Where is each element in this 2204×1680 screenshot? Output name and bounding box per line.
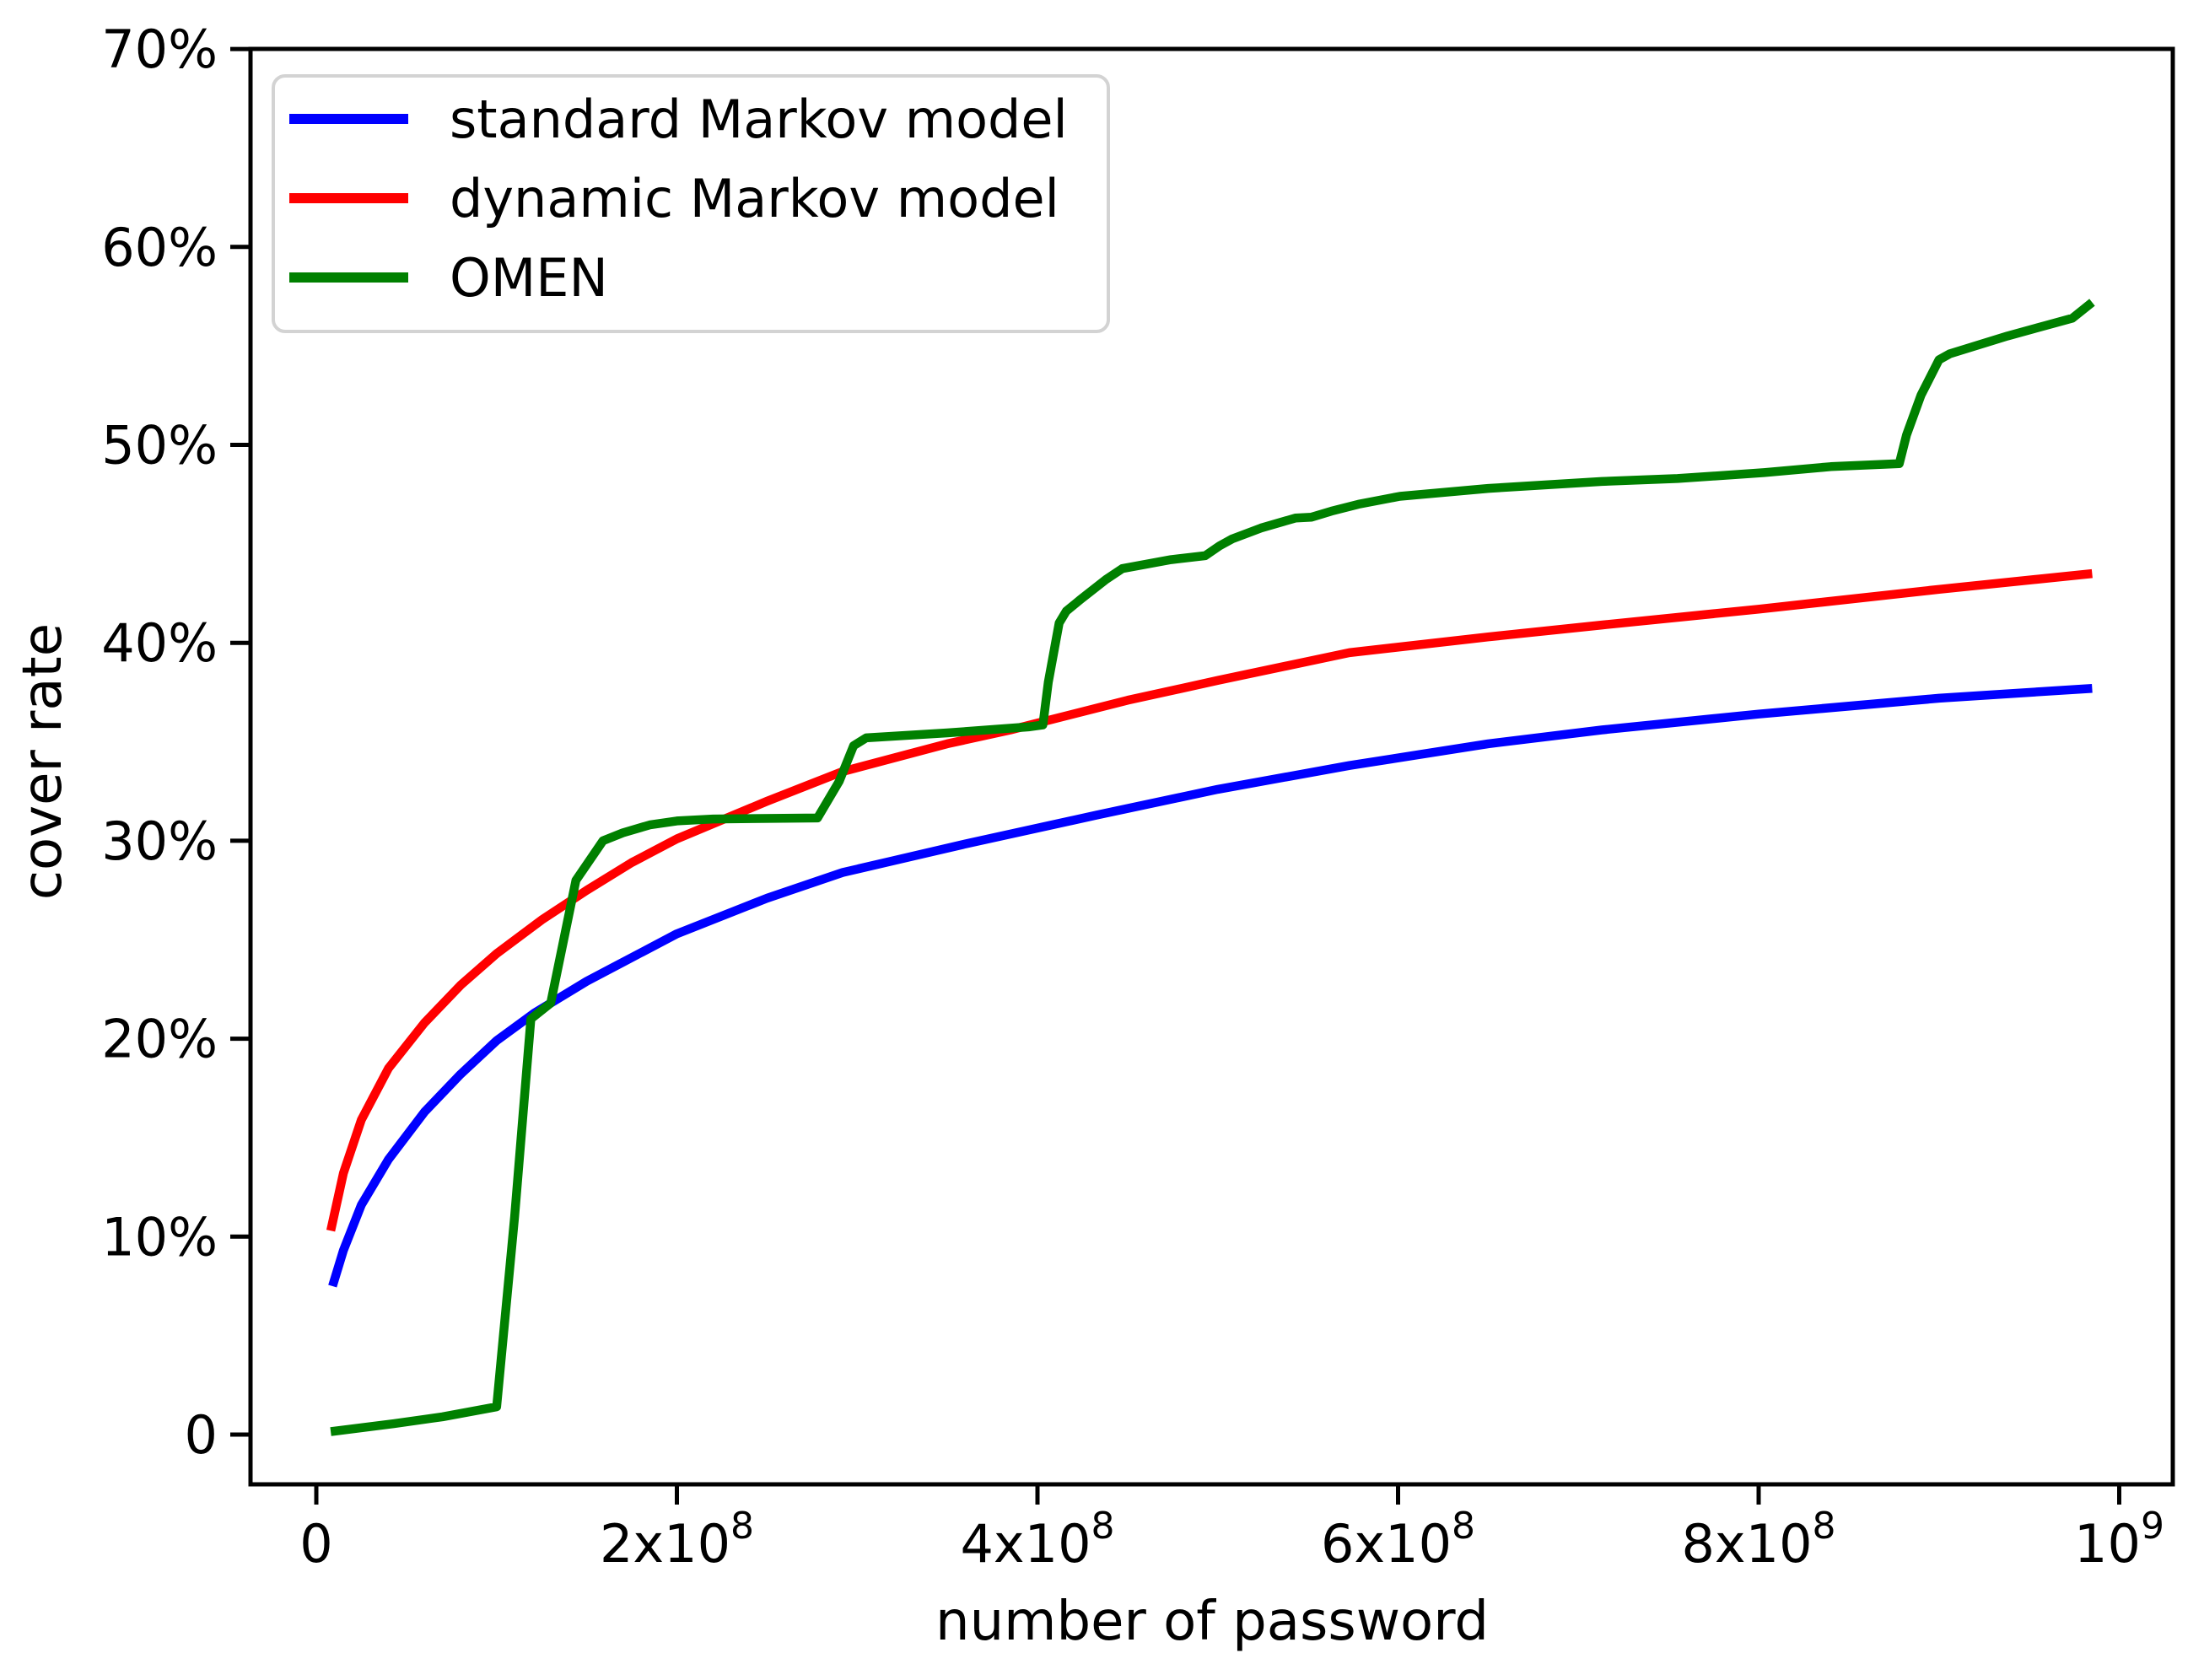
legend-label-omen: OMEN: [450, 247, 608, 309]
y-tick-label: 50%: [101, 415, 218, 477]
legend-label-dynamic-markov-model: dynamic Markov model: [450, 168, 1059, 229]
y-tick-label: 20%: [101, 1009, 218, 1070]
plot-series: [326, 299, 2095, 1436]
x-tick-label: 0: [299, 1513, 332, 1575]
y-tick-label: 10%: [101, 1206, 218, 1268]
legend-box: [272, 74, 1110, 333]
y-axis-title: cover rate: [12, 623, 74, 900]
x-tick-label: 109: [2074, 1505, 2164, 1575]
legend: standard Markov model dynamic Markov mode…: [272, 74, 1110, 333]
x-tick-label: 4x108: [960, 1505, 1114, 1575]
x-tick-label: 8x108: [1681, 1505, 1835, 1575]
series-line-standard-markov-model: [328, 683, 2093, 1288]
y-tick-label: 30%: [101, 810, 218, 872]
series-line-dynamic-markov-model: [326, 568, 2093, 1232]
legend-entries: standard Markov model dynamic Markov mode…: [289, 89, 1068, 309]
series-line-omen: [330, 299, 2095, 1436]
y-tick-label: 40%: [101, 612, 218, 674]
y-tick-label: 0: [185, 1404, 218, 1466]
x-tick-label: 6x108: [1321, 1505, 1475, 1575]
legend-label-standard-markov-model: standard Markov model: [450, 89, 1068, 150]
plot-frame: [248, 46, 2175, 1487]
y-tick-label: 60%: [101, 217, 218, 278]
x-axis: 0 2x108 4x108 6x108 8x108 109: [299, 1484, 2164, 1575]
x-tick-label: 2x108: [600, 1505, 754, 1575]
x-axis-title: number of password: [935, 1591, 1489, 1653]
y-tick-label: 70%: [101, 19, 218, 80]
y-axis: 0 10% 20% 30% 40% 50% 60% 70%: [101, 19, 251, 1466]
